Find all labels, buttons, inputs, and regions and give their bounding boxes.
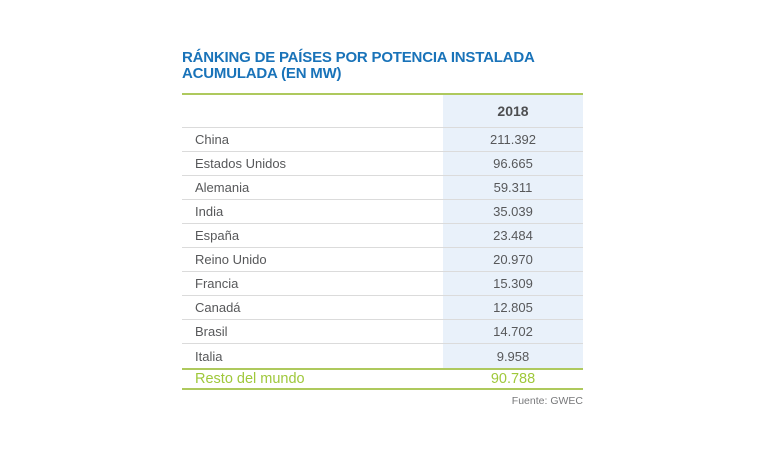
country-value: 12.805 [443, 296, 583, 319]
table-body: China 211.392 Estados Unidos 96.665 Alemania… [182, 128, 583, 368]
country-name: Reino Unido [195, 252, 267, 267]
country-name: China [195, 132, 229, 147]
ranking-table: 2018 China 211.392 Estados Unidos 96.665 Ale… [182, 93, 583, 390]
title-line-1: RÁNKING DE PAÍSES POR POTENCIA INSTALADA [182, 49, 535, 66]
table-header-row: 2018 [182, 95, 583, 128]
total-row-value: 90.788 [490, 371, 536, 387]
country-name: India [195, 204, 224, 219]
chart-title: RÁNKING DE PAÍSES POR POTENCIA INSTALADA… [182, 50, 583, 82]
table-row: China 211.392 [182, 128, 583, 152]
title-line-2: ACUMULADA (EN MW) [182, 65, 342, 82]
country-value: 59.311 [443, 176, 583, 199]
country-name: Alemania [195, 180, 250, 195]
table-row: Francia 15.309 [182, 272, 583, 296]
country-name: Italia [195, 348, 223, 364]
infographic-canvas: RÁNKING DE PAÍSES POR POTENCIA INSTALADA… [182, 50, 583, 407]
country-value: 211.392 [443, 128, 583, 151]
country-value: 23.484 [443, 224, 583, 247]
country-value: 9.958 [443, 344, 583, 368]
country-value: 15.309 [443, 272, 583, 295]
country-value: 35.039 [443, 200, 583, 223]
source-caption: Fuente: GWEC [511, 395, 583, 407]
country-name: Estados Unidos [195, 156, 287, 171]
table-row: Alemania 59.311 [182, 176, 583, 200]
country-value: 14.702 [443, 320, 583, 343]
country-name: Francia [195, 276, 239, 291]
table-row: Canadá 12.805 [182, 296, 583, 320]
year-header-cell: 2018 [443, 95, 583, 127]
table-row: España 23.484 [182, 224, 583, 248]
table-row: India 35.039 [182, 200, 583, 224]
country-name: España [195, 228, 240, 243]
country-name: Brasil [195, 324, 228, 339]
country-value: 20.970 [443, 248, 583, 271]
country-name: Canadá [195, 300, 241, 315]
total-row-label: Resto del mundo [195, 371, 305, 387]
table-row: Reino Unido 20.970 [182, 248, 583, 272]
country-value: 96.665 [443, 152, 583, 175]
table-row: Estados Unidos 96.665 [182, 152, 583, 176]
country-header-cell [182, 95, 443, 127]
total-row: Resto del mundo 90.788 [182, 368, 583, 390]
table-row: Brasil 14.702 [182, 320, 583, 344]
table-row: Italia 9.958 [182, 344, 583, 368]
